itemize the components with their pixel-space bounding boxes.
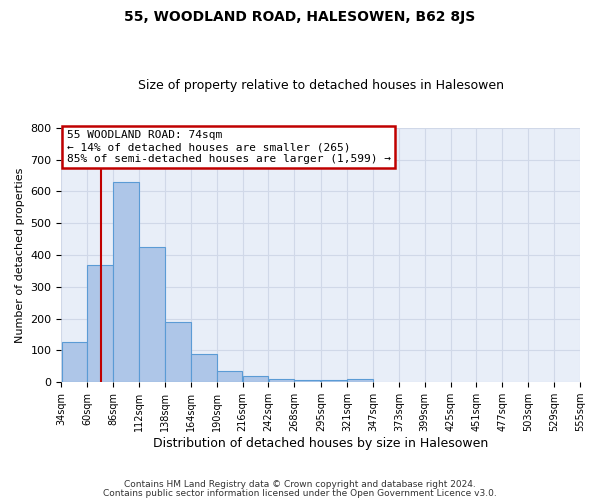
Bar [269, 379, 294, 382]
Text: Contains public sector information licensed under the Open Government Licence v3: Contains public sector information licen… [103, 488, 497, 498]
Bar [217, 371, 242, 382]
Text: Contains HM Land Registry data © Crown copyright and database right 2024.: Contains HM Land Registry data © Crown c… [124, 480, 476, 489]
Bar [191, 354, 217, 382]
Y-axis label: Number of detached properties: Number of detached properties [15, 168, 25, 342]
Bar [243, 376, 268, 382]
Text: 55 WOODLAND ROAD: 74sqm
← 14% of detached houses are smaller (265)
85% of semi-d: 55 WOODLAND ROAD: 74sqm ← 14% of detache… [67, 130, 391, 164]
Bar [165, 322, 191, 382]
Text: 55, WOODLAND ROAD, HALESOWEN, B62 8JS: 55, WOODLAND ROAD, HALESOWEN, B62 8JS [124, 10, 476, 24]
X-axis label: Distribution of detached houses by size in Halesowen: Distribution of detached houses by size … [153, 437, 488, 450]
Bar [88, 264, 113, 382]
Bar [295, 380, 320, 382]
Bar [347, 379, 373, 382]
Bar [139, 247, 165, 382]
Bar [322, 380, 347, 382]
Bar [113, 182, 139, 382]
Title: Size of property relative to detached houses in Halesowen: Size of property relative to detached ho… [138, 79, 504, 92]
Bar [62, 342, 87, 382]
